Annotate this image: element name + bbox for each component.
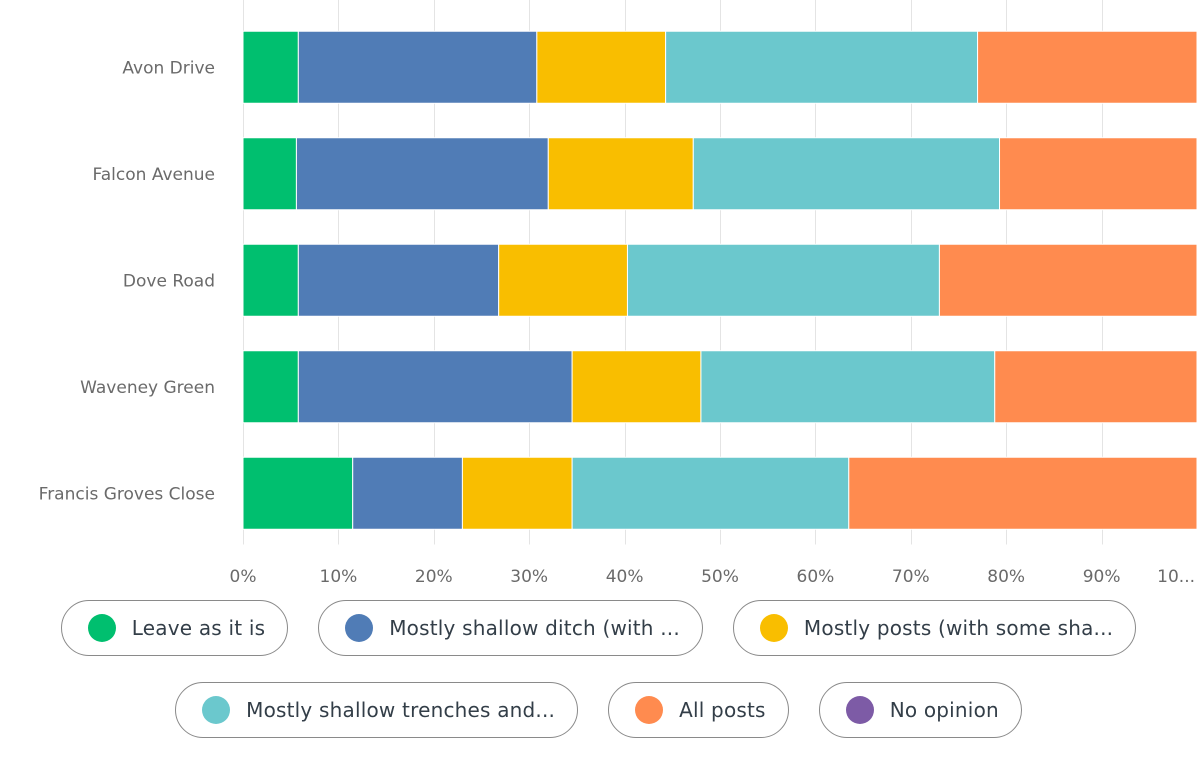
x-tick-label: 30% — [510, 567, 548, 587]
x-tick-label: 50% — [701, 567, 739, 587]
bar-segment — [297, 350, 573, 424]
stacked-bar-chart: Avon Drive Falcon Avenue Dove Road Waveney … — [39, 0, 1197, 587]
bar-segment — [295, 137, 549, 211]
legend-swatch-icon — [759, 614, 788, 642]
x-tick-label: 70% — [892, 567, 930, 587]
bar-segment — [498, 243, 628, 317]
legend-row: Leave as it is Mostly shallow ditch (with… — [0, 600, 1197, 656]
legend-item[interactable]: No opinion — [818, 682, 1022, 738]
bar-segment — [536, 30, 667, 104]
bar-segment — [665, 30, 979, 104]
bar-segment — [999, 137, 1197, 211]
legend-swatch-icon — [202, 696, 231, 724]
bar-segment — [297, 30, 538, 104]
x-tick-label: 90% — [1083, 567, 1121, 587]
bar-segment — [571, 456, 850, 530]
legend-item[interactable]: Leave as it is — [60, 600, 289, 656]
legend-item[interactable]: Mostly posts (with some sha... — [732, 600, 1137, 656]
x-tick-label: 60% — [797, 567, 835, 587]
bar-segment — [626, 243, 940, 317]
bar-segment — [297, 243, 500, 317]
bar-segment — [461, 456, 573, 530]
x-tick-label: 10% — [320, 567, 358, 587]
category-label: Francis Groves Close — [39, 484, 215, 504]
legend-row: Mostly shallow trenches and... All posts N… — [0, 682, 1197, 738]
bar-segment — [242, 456, 354, 530]
bar-segment — [692, 137, 1001, 211]
x-tick-label: 10... — [1157, 567, 1195, 587]
chart-legend: Leave as it is Mostly shallow ditch (with… — [0, 600, 1197, 764]
category-label: Dove Road — [123, 271, 215, 291]
bar-segment — [547, 137, 694, 211]
x-tick-label: 0% — [230, 567, 257, 587]
legend-label: Mostly posts (with some sha... — [803, 616, 1114, 640]
legend-label: Mostly shallow ditch (with ... — [389, 616, 680, 640]
x-tick-label: 80% — [987, 567, 1025, 587]
legend-item[interactable]: All posts — [608, 682, 789, 738]
legend-item[interactable]: Mostly shallow ditch (with ... — [318, 600, 703, 656]
legend-item[interactable]: Mostly shallow trenches and... — [175, 682, 579, 738]
bar-segment — [242, 243, 299, 317]
category-label: Falcon Avenue — [93, 165, 215, 185]
bar-segment — [848, 456, 1197, 530]
chart-svg: Avon Drive Falcon Avenue Dove Road Waveney … — [39, 0, 1197, 587]
bar-segment — [242, 350, 299, 424]
legend-label: Mostly shallow trenches and... — [246, 698, 556, 722]
legend-label: Leave as it is — [131, 616, 266, 640]
bar-segment — [977, 30, 1197, 104]
bar-segment — [242, 137, 297, 211]
legend-swatch-icon — [345, 614, 374, 642]
x-tick-label: 20% — [415, 567, 453, 587]
bar-segment — [938, 243, 1197, 317]
bar-segment — [700, 350, 996, 424]
legend-swatch-icon — [635, 696, 664, 724]
bar-segment — [352, 456, 463, 530]
bar-segment — [994, 350, 1197, 424]
bar-segment — [571, 350, 702, 424]
bar-segment — [242, 30, 299, 104]
category-label: Waveney Green — [80, 378, 215, 398]
legend-swatch-icon — [87, 614, 116, 642]
x-tick-label: 40% — [606, 567, 644, 587]
category-label: Avon Drive — [122, 58, 215, 78]
legend-swatch-icon — [845, 696, 874, 724]
legend-label: No opinion — [889, 698, 999, 722]
legend-label: All posts — [679, 698, 766, 722]
